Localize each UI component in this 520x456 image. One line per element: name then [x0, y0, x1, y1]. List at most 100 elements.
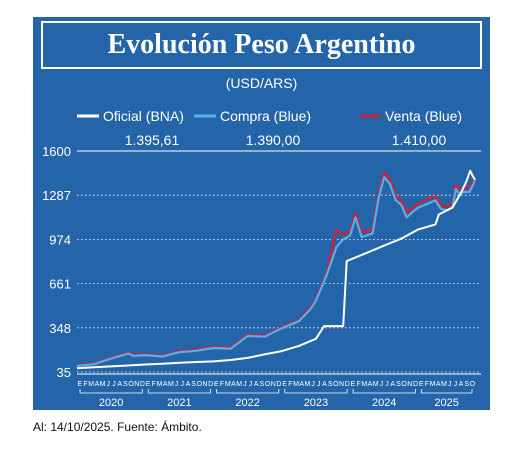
x-month-label: M	[430, 381, 436, 388]
x-year-label: 2025	[434, 397, 458, 409]
x-month-label: S	[191, 381, 196, 388]
x-month-label: F	[83, 381, 87, 388]
line-chart: Oficial (BNA) Compra (Blue) Venta (Blue)…	[42, 108, 481, 409]
chart-panel: Evolución Peso Argentino (USD/ARS) Ofici…	[33, 17, 490, 410]
latest-value-2: 1.410,00	[392, 132, 447, 148]
x-month-label: M	[304, 381, 310, 388]
x-month-label: D	[208, 381, 213, 388]
y-tick-label: 661	[49, 277, 71, 292]
x-month-label: J	[385, 381, 389, 388]
source-footnote: Al: 14/10/2025. Fuente: Ámbito.	[33, 420, 202, 434]
x-month-label: M	[88, 381, 94, 388]
x-month-label: O	[333, 381, 339, 388]
x-month-label: S	[396, 381, 401, 388]
x-month-label: M	[168, 381, 174, 388]
x-month-label: E	[282, 381, 287, 388]
x-month-label: F	[152, 381, 156, 388]
series-line-0	[76, 169, 476, 370]
x-month-label: J	[243, 381, 247, 388]
x-month-label: F	[288, 381, 292, 388]
y-tick-label: 348	[49, 321, 71, 336]
legend-venta-label: Venta (Blue)	[385, 108, 462, 124]
x-year-label: 2021	[167, 397, 191, 409]
series-line-1	[76, 176, 476, 367]
x-month-label: S	[260, 381, 265, 388]
y-tick-label: 974	[49, 232, 71, 247]
x-month-label: F	[356, 381, 360, 388]
x-month-label: J	[454, 381, 458, 388]
x-month-label: M	[441, 381, 447, 388]
x-month-label: A	[459, 381, 464, 388]
legend-oficial-label: Oficial (BNA)	[103, 108, 184, 124]
x-month-label: E	[78, 381, 83, 388]
x-year-label: 2023	[304, 397, 328, 409]
x-month-label: O	[401, 381, 407, 388]
x-year-bracket	[216, 389, 280, 394]
y-axis: 1600 1287 974 661 348 35	[42, 144, 71, 380]
x-month-label: A	[231, 381, 236, 388]
x-month-label: S	[123, 381, 128, 388]
x-month-label: N	[202, 381, 207, 388]
x-year-label: 2022	[235, 397, 259, 409]
y-tick-label: 35	[57, 365, 71, 380]
x-month-label: E	[146, 381, 151, 388]
x-month-label: N	[271, 381, 276, 388]
x-month-label: J	[311, 381, 315, 388]
x-month-label: A	[436, 381, 441, 388]
x-year-label: 2024	[372, 397, 396, 409]
x-month-label: J	[175, 381, 179, 388]
x-month-label: N	[134, 381, 139, 388]
x-month-label: J	[112, 381, 116, 388]
x-month-label: A	[117, 381, 122, 388]
x-month-label: M	[100, 381, 106, 388]
x-year-bracket	[79, 389, 143, 394]
x-year-bracket	[284, 389, 348, 394]
title-box: Evolución Peso Argentino	[41, 21, 482, 69]
x-month-label: E	[351, 381, 356, 388]
x-month-label: S	[328, 381, 333, 388]
x-month-label: A	[95, 381, 100, 388]
x-month-label: J	[380, 381, 384, 388]
x-year-label: 2020	[99, 397, 123, 409]
x-month-label: A	[254, 381, 259, 388]
x-month-label: M	[373, 381, 379, 388]
x-month-label: A	[163, 381, 168, 388]
x-month-label: F	[220, 381, 224, 388]
x-month-label: A	[322, 381, 327, 388]
y-tick-label: 1600	[42, 144, 71, 159]
x-year-bracket	[352, 389, 416, 394]
x-month-label: N	[407, 381, 412, 388]
x-month-label: O	[265, 381, 271, 388]
x-month-label: D	[140, 381, 145, 388]
legend-compra-label: Compra (Blue)	[220, 108, 311, 124]
x-month-label: N	[339, 381, 344, 388]
x-month-label: D	[345, 381, 350, 388]
x-month-label: A	[299, 381, 304, 388]
x-month-label: J	[107, 381, 111, 388]
gridlines	[77, 194, 481, 373]
x-month-label: F	[425, 381, 429, 388]
latest-value-1: 1.390,00	[246, 132, 301, 148]
x-month-label: A	[390, 381, 395, 388]
x-month-label: E	[214, 381, 219, 388]
x-month-label: J	[249, 381, 253, 388]
latest-value-0: 1.395,61	[125, 132, 180, 148]
x-month-label: M	[157, 381, 163, 388]
x-month-label: S	[464, 381, 469, 388]
series-layer	[76, 169, 477, 370]
chart-title: Evolución Peso Argentino	[107, 29, 416, 60]
legend: Oficial (BNA) Compra (Blue) Venta (Blue)	[77, 108, 462, 124]
x-month-label: J	[180, 381, 184, 388]
x-month-label: E	[419, 381, 424, 388]
x-month-label: A	[186, 381, 191, 388]
latest-values: 1.395,61 1.390,00 1.410,00	[77, 132, 481, 152]
x-month-label: O	[128, 381, 134, 388]
x-month-label: D	[276, 381, 281, 388]
unit-label: (USD/ARS)	[225, 75, 298, 91]
x-month-label: M	[236, 381, 242, 388]
x-month-label: M	[225, 381, 231, 388]
y-tick-label: 1287	[42, 188, 71, 203]
x-year-bracket	[147, 389, 211, 394]
x-month-label: M	[361, 381, 367, 388]
